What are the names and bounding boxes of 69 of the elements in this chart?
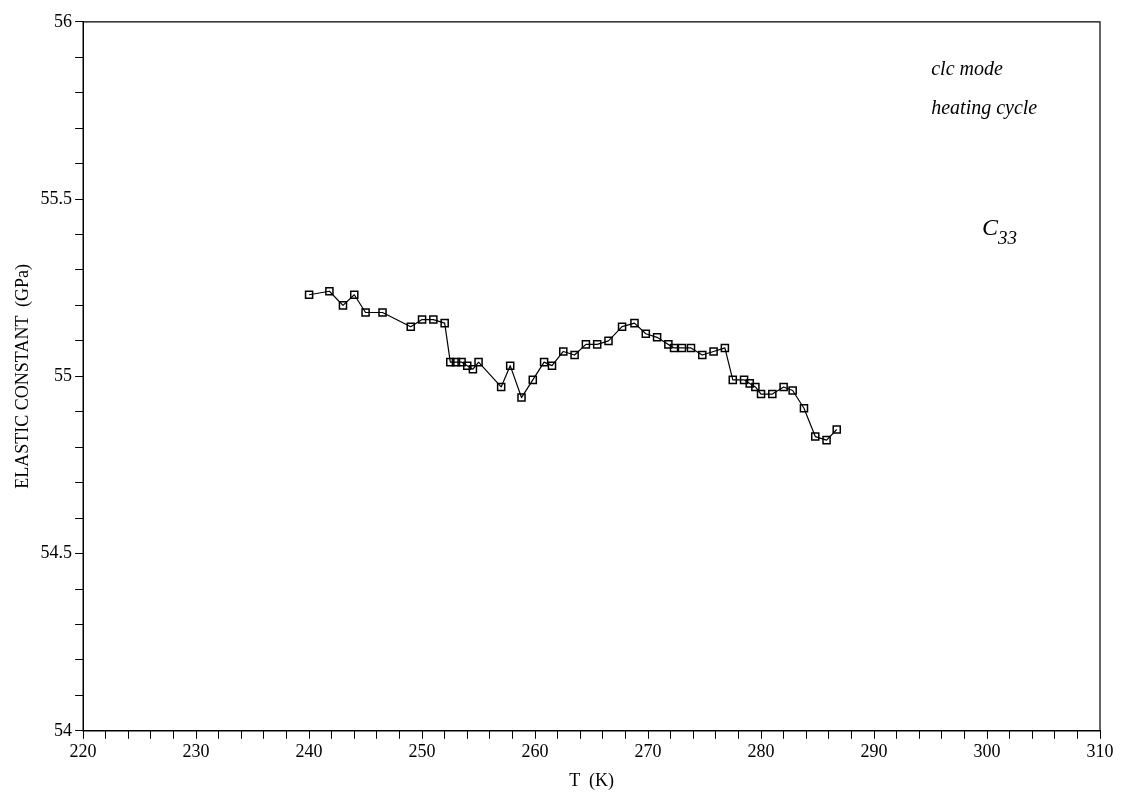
annotation: clc mode [931,56,1003,79]
x-tick-label: 240 [295,741,323,762]
point [617,322,627,331]
point [697,350,707,360]
point [570,350,579,360]
y-tick-label: 56 [54,10,73,31]
point [810,432,820,441]
point [406,322,416,331]
y-tick-label: 54.5 [40,542,73,563]
x-tick-label: 220 [69,741,97,762]
point [505,361,515,370]
point [822,435,831,445]
x-axis-title: T (K) [569,769,614,791]
point [745,379,755,388]
point [446,357,455,367]
point [496,382,506,392]
point [669,343,679,353]
point [559,347,568,356]
point [592,340,602,349]
point [779,382,788,392]
point [728,375,738,385]
point [630,318,639,328]
x-tick-label: 260 [521,741,549,762]
point [451,357,461,367]
x-tick-label: 290 [860,741,888,762]
point [349,290,359,300]
point [739,375,749,385]
point [756,389,766,399]
x-tick-label: 280 [747,741,775,762]
point [378,308,387,317]
point [361,308,370,317]
point [751,382,760,392]
point [641,329,651,339]
point [539,357,549,367]
point [528,375,538,385]
point [664,340,673,349]
x-tick-label: 310 [1086,741,1114,762]
point [709,347,718,356]
point [799,403,809,413]
point [468,364,478,374]
point [686,343,696,353]
x-tick-label: 300 [973,741,1001,762]
point [832,425,842,434]
point [457,357,466,367]
point [768,389,777,399]
x-tick-label: 270 [634,741,662,762]
point [720,343,730,353]
point [581,340,591,349]
point [474,357,483,367]
point [677,343,687,353]
point [338,301,348,310]
point [517,393,526,402]
point [304,290,314,300]
y-tick-label: 54 [54,719,73,740]
y-axis-title: ELASTIC CONSTANT (GPa) [11,263,33,489]
annotation: heating cycle [931,95,1038,119]
point [547,361,557,370]
point [788,386,797,395]
point [440,318,449,328]
point [417,315,427,324]
point [604,336,613,346]
point [429,315,438,324]
x-tick-label: 230 [182,741,210,762]
y-tick-label: 55.5 [40,187,73,208]
point [325,286,334,296]
y-tick-label: 55 [54,365,73,386]
point [462,361,472,370]
x-tick-label: 250 [408,741,436,762]
point [652,333,662,342]
